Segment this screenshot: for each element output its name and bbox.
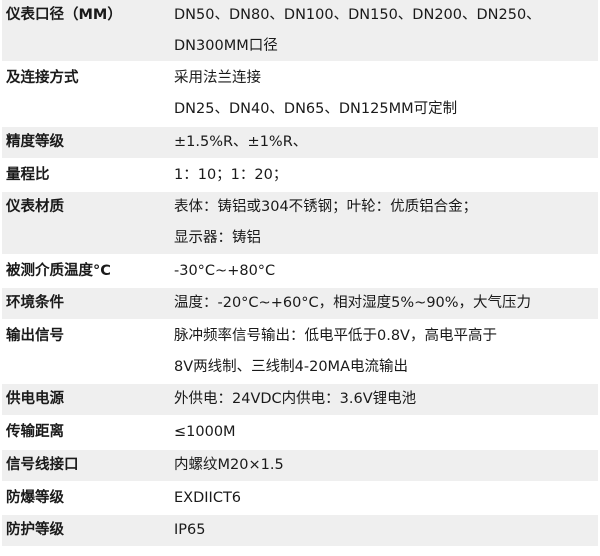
spec-row: 仪表口径（MM） DN50、DN80、DN100、DN150、DN200、DN25… [2, 0, 598, 62]
spec-value-line: 显示器：铸铝 [174, 229, 261, 246]
spec-label: 输出信号 [2, 321, 172, 383]
spec-label: 传输距离 [2, 417, 172, 448]
spec-row: 防爆等级 EXDIICT6 [2, 482, 598, 514]
spec-value-line: DN50、DN80、DN100、DN150、DN200、DN250、 [174, 7, 541, 23]
spec-label: 被测介质温度°C [2, 255, 172, 287]
spec-table: 仪表口径（MM） DN50、DN80、DN100、DN150、DN200、DN25… [2, 0, 598, 548]
spec-label: 仪表口径（MM） [2, 0, 172, 62]
spec-label: 防护等级 [2, 515, 172, 546]
spec-value-line: 表体：铸铝或304不锈钢；叶轮：优质铝合金； [174, 199, 478, 216]
spec-value-line: DN25、DN40、DN65、DN125MM可定制 [174, 101, 458, 118]
spec-value-line: 外供电：24VDC内供电：3.6V锂电池 [174, 391, 417, 408]
spec-value: 表体：铸铝或304不锈钢；叶轮：优质铝合金； 显示器：铸铝 [172, 192, 598, 254]
spec-value: 采用法兰连接 DN25、DN40、DN65、DN125MM可定制 [172, 63, 598, 125]
spec-label: 及连接方式 [2, 63, 172, 125]
spec-value-line: 温度：-20°C~+60°C，相对湿度5%~90%，大气压力 [174, 295, 532, 312]
spec-value-line: -30°C~+80°C [174, 262, 276, 279]
spec-value: ≤1000M [172, 417, 598, 448]
spec-value: 1：10；1：20； [172, 159, 598, 191]
spec-row: 供电电源 外供电：24VDC内供电：3.6V锂电池 [2, 384, 598, 416]
spec-value-line: IP65 [174, 522, 206, 539]
spec-row: 防护等级 IP65 [2, 515, 598, 546]
spec-value-line: 8V两线制、三线制4-20MA电流输出 [174, 358, 408, 375]
spec-value: 内螺纹M20×1.5 [172, 449, 598, 481]
spec-row: 输出信号 脉冲频率信号输出：低电平低于0.8V，高电平高于 8V两线制、三线制4-2… [2, 321, 598, 383]
spec-row: 被测介质温度°C -30°C~+80°C [2, 255, 598, 287]
spec-value: -30°C~+80°C [172, 255, 598, 287]
spec-row: 量程比 1：10；1：20； [2, 159, 598, 191]
spec-label: 仪表材质 [2, 192, 172, 254]
spec-row: 精度等级 ±1.5%R、±1%R、 [2, 126, 598, 158]
spec-value-line: ≤1000M [174, 424, 236, 441]
spec-row: 及连接方式 采用法兰连接 DN25、DN40、DN65、DN125MM可定制 [2, 63, 598, 125]
spec-value: 温度：-20°C~+60°C，相对湿度5%~90%，大气压力 [172, 288, 598, 320]
spec-value-line: 采用法兰连接 [174, 70, 261, 87]
spec-label: 信号线接口 [2, 449, 172, 481]
spec-value: ±1.5%R、±1%R、 [172, 126, 598, 158]
spec-row: 传输距离 ≤1000M [2, 417, 598, 448]
spec-row: 仪表材质 表体：铸铝或304不锈钢；叶轮：优质铝合金； 显示器：铸铝 [2, 192, 598, 254]
spec-label: 防爆等级 [2, 482, 172, 514]
spec-value-line: 内螺纹M20×1.5 [174, 456, 284, 473]
spec-value: EXDIICT6 [172, 482, 598, 514]
spec-value: DN50、DN80、DN100、DN150、DN200、DN250、 DN300M… [172, 0, 598, 62]
spec-value: IP65 [172, 515, 598, 546]
spec-value: 外供电：24VDC内供电：3.6V锂电池 [172, 384, 598, 416]
spec-value-line: 脉冲频率信号输出：低电平低于0.8V，高电平高于 [174, 328, 497, 345]
spec-value-line: EXDIICT6 [174, 489, 242, 506]
spec-value-line: DN300MM口径 [174, 37, 278, 54]
spec-value-line: ±1.5%R、±1%R、 [174, 133, 308, 150]
spec-row: 信号线接口 内螺纹M20×1.5 [2, 449, 598, 481]
spec-label: 供电电源 [2, 384, 172, 416]
spec-label: 精度等级 [2, 126, 172, 158]
spec-label: 环境条件 [2, 288, 172, 320]
spec-value: 脉冲频率信号输出：低电平低于0.8V，高电平高于 8V两线制、三线制4-20MA电… [172, 321, 598, 383]
spec-label: 量程比 [2, 159, 172, 191]
spec-row: 环境条件 温度：-20°C~+60°C，相对湿度5%~90%，大气压力 [2, 288, 598, 320]
spec-value-line: 1：10；1：20； [174, 166, 288, 183]
